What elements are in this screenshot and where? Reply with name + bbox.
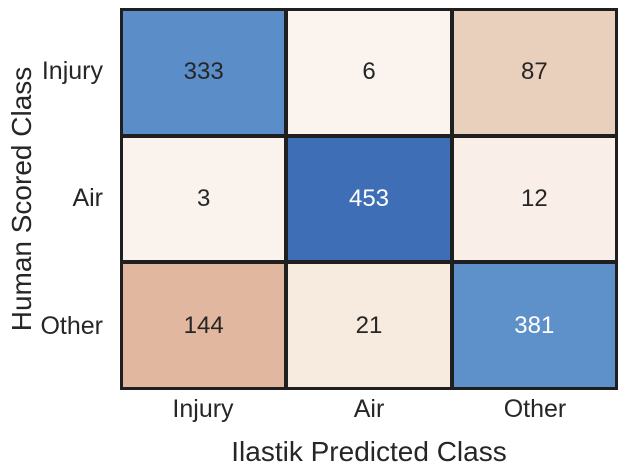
matrix-cell-injury-injury: 333 — [123, 11, 285, 134]
matrix-cell-air-other: 12 — [453, 137, 615, 261]
matrix-cell-air-injury: 3 — [123, 137, 285, 261]
row-tick-label-other: Other — [40, 311, 103, 340]
confusion-matrix-grid: 333 6 87 3 453 12 144 21 381 — [120, 8, 618, 390]
row-tick-label-air: Air — [72, 184, 103, 213]
row-tick-label-injury: Injury — [41, 57, 103, 86]
row-tick-labels: Injury Air Other — [0, 8, 112, 390]
matrix-cell-injury-other: 87 — [453, 11, 615, 134]
col-tick-label-other: Other — [503, 394, 567, 423]
matrix-cell-other-air: 21 — [288, 264, 450, 387]
col-tick-label-injury: Injury — [172, 394, 234, 423]
matrix-cell-injury-air: 6 — [288, 11, 450, 134]
col-tick-label-air: Air — [353, 394, 385, 423]
x-axis-title: Ilastik Predicted Class — [231, 436, 507, 467]
matrix-cell-other-injury: 144 — [123, 264, 285, 387]
matrix-cell-other-other: 381 — [453, 264, 615, 387]
col-tick-labels: Injury Air Other — [120, 393, 618, 425]
matrix-cell-air-air: 453 — [288, 137, 450, 261]
